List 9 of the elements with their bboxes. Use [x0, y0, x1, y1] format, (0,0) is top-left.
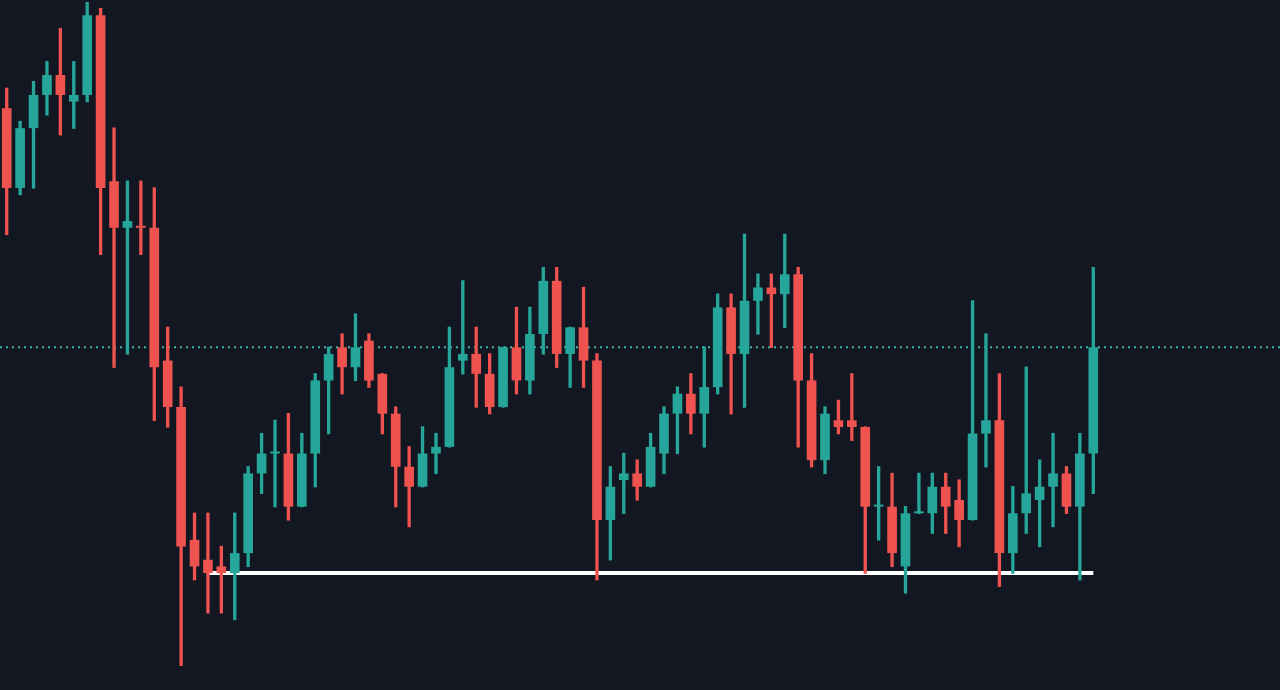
candlestick — [270, 419, 280, 508]
candlestick — [203, 512, 213, 614]
candlestick — [136, 180, 146, 255]
candlestick — [753, 273, 763, 335]
candlestick — [109, 127, 119, 368]
candlestick — [1048, 432, 1058, 528]
candlestick — [431, 432, 441, 475]
candlestick — [981, 333, 991, 468]
candlestick — [404, 446, 414, 528]
